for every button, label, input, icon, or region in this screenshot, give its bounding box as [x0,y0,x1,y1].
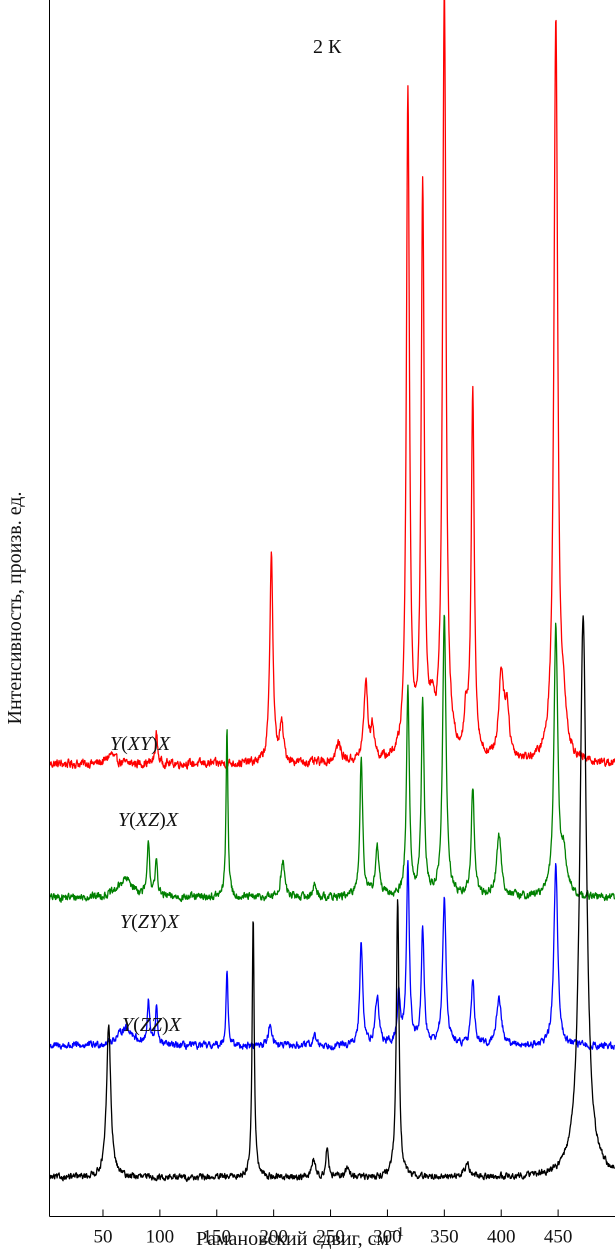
series-label: Y(ZY)X [120,911,180,933]
series-label-part: ZY [138,911,162,933]
x-tick-label: 400 [487,1227,516,1248]
series-label-part: ) [162,1014,169,1036]
series-label-part: Y [122,1014,135,1036]
x-axis-title-text: Рамановский сдвиг, см [196,1228,389,1250]
series-label: Y(ZZ)X [122,1014,182,1036]
series-label: Y(XY)X [110,733,171,755]
series-label-part: ) [160,911,167,933]
series-line-yxzx [49,614,615,903]
temperature-annotation: 2 К [313,36,342,58]
series-label-part: ( [129,809,136,831]
x-axis-title: Рамановский сдвиг, см−1 [196,1225,404,1250]
series-label-part: Y [120,911,133,933]
x-tick-label: 150 [203,1227,232,1248]
x-tick-label: 200 [259,1227,288,1248]
series-label-part: ( [131,911,138,933]
y-axis-title: Интенсивность, произв. ед. [4,492,26,725]
x-ticks: 50 100 150 200 250 300 350 400 450 [93,1209,573,1248]
series-label-part: ( [121,733,128,755]
series-line-yzyx [49,860,615,1051]
series-label-part: XY [127,733,153,755]
series-layer [49,0,615,1183]
series-line-yxyx [49,0,615,770]
series-label-part: X [168,1014,182,1036]
x-axis-title-superscript: −1 [389,1225,404,1240]
series-label-part: ( [133,1014,140,1036]
x-tick-label: 350 [430,1227,459,1248]
series-label: Y(XZ)X [118,809,179,831]
series-label-part: ) [151,733,158,755]
series-labels: Y(XY)XY(XZ)XY(ZY)XY(ZZ)X [110,733,182,1036]
x-tick-label: 100 [146,1227,175,1248]
series-label-part: X [157,733,171,755]
series-label-part: Y [110,733,123,755]
series-label-part: X [165,809,179,831]
x-tick-label: 250 [316,1227,345,1248]
x-tick-label: 50 [93,1227,112,1248]
series-label-part: Y [118,809,131,831]
series-label-part: X [166,911,180,933]
series-label-part: XZ [135,809,160,831]
series-line-yzzx [49,615,615,1183]
series-label-part: ZZ [140,1014,163,1036]
x-tick-label: 300 [373,1227,402,1248]
x-tick-label: 450 [544,1227,573,1248]
series-label-part: ) [159,809,166,831]
